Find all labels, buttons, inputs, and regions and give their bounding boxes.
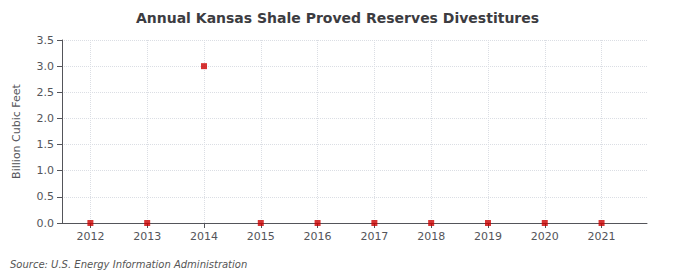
svg-text:2018: 2018 (417, 230, 445, 243)
svg-text:2.5: 2.5 (37, 86, 55, 99)
svg-text:2013: 2013 (133, 230, 161, 243)
svg-text:Annual Kansas Shale Proved Res: Annual Kansas Shale Proved Reserves Dive… (136, 10, 539, 26)
svg-text:2021: 2021 (588, 230, 616, 243)
svg-text:2019: 2019 (474, 230, 502, 243)
svg-text:2015: 2015 (247, 230, 275, 243)
svg-text:Billion Cubic Feet: Billion Cubic Feet (10, 83, 23, 178)
svg-text:0.5: 0.5 (37, 190, 55, 203)
svg-text:1.0: 1.0 (37, 164, 55, 177)
svg-text:2020: 2020 (531, 230, 559, 243)
svg-text:2014: 2014 (190, 230, 218, 243)
svg-text:2.0: 2.0 (37, 112, 55, 125)
svg-text:2016: 2016 (304, 230, 332, 243)
svg-text:3.0: 3.0 (37, 60, 55, 73)
svg-text:2017: 2017 (360, 230, 388, 243)
svg-text:0.0: 0.0 (37, 217, 55, 230)
svg-text:1.5: 1.5 (37, 138, 55, 151)
svg-text:2012: 2012 (76, 230, 104, 243)
svg-text:Source: U.S. Energy Informatio: Source: U.S. Energy Information Administ… (10, 259, 247, 270)
svg-text:3.5: 3.5 (37, 34, 55, 47)
